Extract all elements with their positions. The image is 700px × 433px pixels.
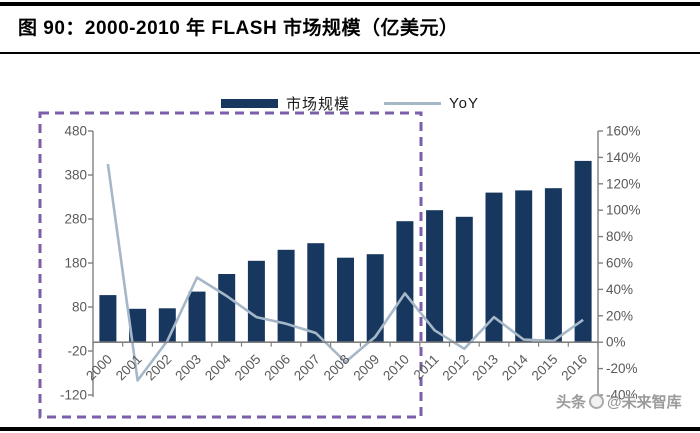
watermark: 头条 @未来智库	[556, 391, 682, 412]
bar-2013	[485, 192, 503, 343]
left-axis-tick-label: 280	[64, 212, 87, 227]
bar-2016	[574, 160, 592, 343]
bar-2000	[99, 295, 117, 343]
legend-line-label: YoY	[449, 94, 479, 112]
bar-2007	[307, 243, 325, 343]
chart-legend: 市场规模 YoY	[0, 94, 700, 113]
title-divider-rule	[0, 52, 700, 54]
x-axis-year-label: 2010	[380, 352, 412, 384]
x-axis-year-label: 2000	[83, 352, 115, 384]
legend-line-swatch-icon	[384, 101, 442, 105]
right-axis-tick-label: -20%	[606, 361, 638, 376]
right-axis-tick-label: -40%	[606, 388, 638, 403]
right-axis-tick-label: 0%	[606, 335, 626, 350]
right-axis-tick-label: 140%	[606, 150, 641, 165]
left-axis-tick-label: 480	[64, 124, 87, 139]
right-axis-tick-label: 20%	[606, 308, 633, 323]
left-axis-tick-label: -20	[67, 344, 87, 359]
x-axis-year-label: 2012	[440, 352, 472, 384]
x-axis-year-label: 2016	[558, 352, 590, 384]
x-axis-year-label: 2011	[411, 352, 442, 383]
left-axis-tick-label: 80	[72, 300, 87, 315]
bar-2006	[277, 249, 295, 343]
left-axis-tick-label: 380	[64, 168, 87, 183]
bar-2011	[426, 210, 444, 343]
x-axis-year-label: 2003	[172, 352, 204, 384]
x-axis-year-label: 2005	[232, 352, 264, 384]
right-axis-tick-label: 60%	[606, 256, 633, 271]
x-axis-year-label: 2002	[143, 352, 175, 384]
x-axis-year-label: 2007	[291, 352, 323, 384]
x-axis-year-label: 2009	[350, 352, 382, 384]
x-axis-year-label: 2014	[499, 351, 531, 383]
x-axis-year-label: 2013	[469, 352, 501, 384]
right-axis-tick-label: 160%	[606, 124, 641, 139]
bar-2012	[455, 216, 473, 343]
x-axis-year-label: 2006	[261, 352, 293, 384]
right-axis-tick-label: 40%	[606, 282, 633, 297]
right-axis-tick-label: 80%	[606, 229, 633, 244]
watermark-text-left: 头条	[556, 394, 587, 411]
bar-2001	[129, 308, 147, 343]
bar-2005	[247, 260, 265, 343]
bar-2014	[515, 190, 533, 343]
watermark-text-right: @未来智库	[607, 394, 682, 411]
watermark-logo-icon	[589, 394, 605, 409]
bar-2004	[218, 274, 236, 343]
highlight-box-2000-2010	[38, 111, 423, 419]
bar-2015	[544, 188, 562, 343]
bar-2010	[396, 221, 414, 343]
x-axis-year-label: 2015	[529, 352, 561, 384]
right-axis-tick-label: 100%	[606, 203, 641, 218]
yoy-line	[106, 163, 584, 382]
x-axis-year-label: 2004	[202, 351, 234, 383]
x-axis-year-label: 2008	[321, 352, 353, 384]
left-axis-tick-label: 180	[64, 256, 87, 271]
bar-2008	[337, 257, 354, 343]
bottom-border-rule	[0, 427, 700, 431]
legend-bar-swatch-icon	[221, 98, 278, 108]
legend-bar-label: 市场规模	[286, 95, 351, 113]
right-axis-tick-label: 120%	[606, 176, 641, 191]
top-border-rule	[0, 2, 700, 6]
figure-title: 图 90：2000-2010 年 FLASH 市场规模（亿美元）	[18, 18, 459, 39]
left-axis-tick-label: -120	[60, 388, 87, 403]
bar-2003	[188, 291, 206, 343]
bar-2009	[366, 254, 384, 343]
